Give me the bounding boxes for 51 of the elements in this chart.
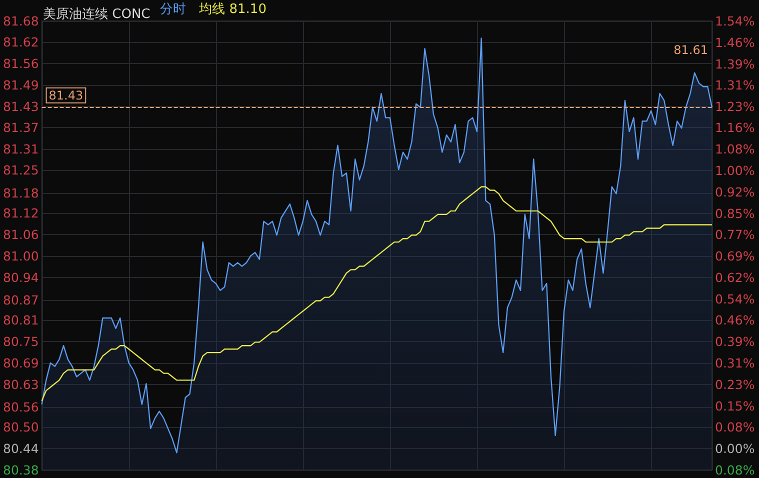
y2-tick-label: 0.08% (715, 462, 755, 478)
y2-tick-label: 0.00% (715, 441, 755, 456)
line-series (41, 186, 713, 402)
y2-tick-label: 0.54% (715, 291, 755, 306)
y-tick-label: 80.75 (2, 334, 39, 350)
y-tick-label: 80.63 (2, 376, 39, 392)
y2-tick-label: 0.23% (715, 376, 755, 392)
text: 分时 (160, 2, 186, 17)
y-tick-label: 80.44 (2, 441, 39, 456)
y-tick-label: 81.62 (2, 34, 39, 50)
y-tick-label: 80.56 (2, 400, 39, 415)
y2-tick-label: 0.08% (715, 420, 755, 435)
y2-tick-label: 0.39% (715, 334, 755, 350)
y-tick-label: 80.81 (2, 312, 39, 328)
y-tick-label: 81.49 (2, 77, 39, 92)
y-tick-label: 80.50 (2, 420, 39, 435)
y-tick-label: 81.31 (2, 141, 39, 156)
y-tick-label: 81.25 (2, 162, 39, 178)
y-tick-label: 80.87 (2, 292, 39, 308)
y2-tick-label: 0.92% (715, 184, 755, 200)
ref-line-label: 81.43 (48, 88, 84, 102)
y-tick-label: 80.69 (2, 355, 39, 370)
annotation: 81.61 (674, 43, 708, 57)
y-tick-label: 81.37 (2, 120, 39, 136)
y-tick-label: 81.00 (2, 248, 39, 264)
y2-tick-label: 0.85% (715, 206, 755, 221)
y-tick-label: 81.12 (2, 206, 39, 221)
text: 均线 (198, 2, 226, 17)
y2-tick-label: 0.77% (715, 227, 755, 242)
y-tick-label: 81.06 (2, 226, 39, 242)
y2-tick-label: 0.46% (715, 312, 755, 328)
y2-tick-label: 1.39% (715, 56, 755, 72)
y-tick-label: 81.68 (2, 14, 39, 28)
y-tick-label: 80.38 (2, 462, 39, 478)
y-tick-label: 81.43 (2, 98, 39, 114)
text: 81.10 (229, 2, 266, 17)
y2-tick-label: 1.31% (715, 77, 755, 92)
y2-tick-label: 0.62% (715, 270, 755, 285)
y2-tick-label: 1.16% (715, 120, 755, 136)
y2-tick-label: 1.00% (715, 162, 755, 178)
y2-tick-label: 1.54% (715, 14, 755, 28)
y2-tick-label: 0.69% (715, 248, 755, 264)
y-tick-label: 81.56 (2, 56, 39, 71)
y2-tick-label: 0.15% (715, 398, 755, 414)
y-tick-label: 81.18 (2, 186, 39, 200)
y2-tick-label: 1.23% (715, 98, 755, 114)
y2-tick-label: 1.46% (715, 34, 755, 50)
y-tick-label: 80.94 (2, 270, 39, 285)
y2-tick-label: 1.08% (715, 142, 755, 157)
chart-title: 美原油连续 CONC (43, 6, 150, 22)
y2-tick-label: 0.31% (715, 356, 755, 371)
